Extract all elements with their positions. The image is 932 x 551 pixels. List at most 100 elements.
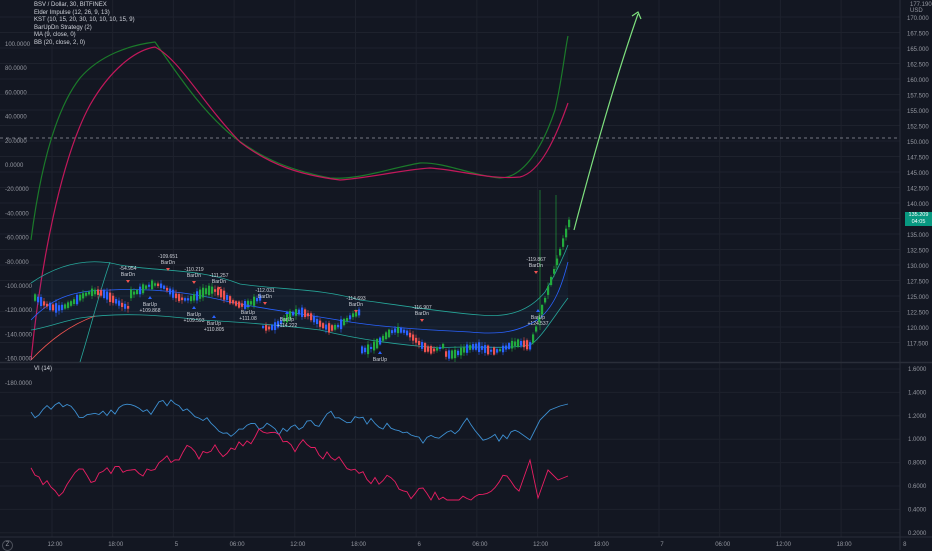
candle xyxy=(325,324,328,330)
vi-legend[interactable]: VI (14) xyxy=(34,366,53,372)
time-axis-label: 12:00 xyxy=(776,542,792,548)
candle xyxy=(343,318,346,326)
candle xyxy=(247,300,250,308)
vi-axis-label: 0.2000 xyxy=(908,531,927,537)
price-axis-label: 165.000 xyxy=(907,47,929,53)
kst-axis-label: -60.0000 xyxy=(5,236,29,242)
candle xyxy=(382,335,385,341)
kst-axis-label: -100.0000 xyxy=(5,284,33,290)
candle xyxy=(250,301,253,305)
candle xyxy=(259,295,262,301)
candle xyxy=(340,319,343,330)
annotation-label: -112.031 xyxy=(255,288,275,294)
candle xyxy=(226,294,229,300)
timezone-button[interactable]: Z xyxy=(2,540,13,551)
candle xyxy=(433,348,436,352)
candle xyxy=(514,341,517,346)
legend-indicator[interactable]: KST (10, 15, 20, 30, 10, 10, 10, 15, 9) xyxy=(34,17,135,24)
candle xyxy=(526,340,529,350)
vi-axis-label: 1.2000 xyxy=(908,414,927,420)
kst-signal-line xyxy=(30,46,569,361)
annotation-label: -54.954 xyxy=(120,266,137,272)
candle xyxy=(520,341,523,346)
symbol-title[interactable]: BSV / Dollar, 30, BITFINEX xyxy=(34,2,107,8)
candle xyxy=(196,291,199,301)
candle xyxy=(271,324,274,330)
candle xyxy=(145,285,148,289)
price-axis-label: 162.500 xyxy=(907,63,929,69)
candle xyxy=(376,339,379,349)
candle xyxy=(217,287,220,296)
candle xyxy=(529,342,532,350)
annotation-value: BarDn xyxy=(258,294,272,300)
price-axis-label: 150.000 xyxy=(907,140,929,146)
candle xyxy=(82,293,85,299)
vi-axis-label: 1.4000 xyxy=(908,390,927,396)
candle xyxy=(286,312,289,323)
candle xyxy=(355,310,358,317)
candle xyxy=(391,330,394,334)
vi-minus-line xyxy=(30,428,569,501)
legend-indicator[interactable]: Elder Impulse (12, 26, 9, 13) xyxy=(34,9,110,16)
annotation-value: BarDn xyxy=(212,279,226,285)
candle xyxy=(547,286,550,295)
candlestick-series[interactable] xyxy=(34,190,571,362)
annotation-label: BarUp xyxy=(373,357,387,363)
candle xyxy=(67,302,70,308)
candle xyxy=(430,346,433,354)
vi-axis-label: 0.4000 xyxy=(908,507,927,513)
price-axis-label: 157.500 xyxy=(907,94,929,100)
candle xyxy=(304,309,307,318)
candle xyxy=(475,343,478,350)
kst-axis-label: 60.0000 xyxy=(5,90,27,96)
legend-indicator[interactable]: BarUpDn Strategy (2) xyxy=(34,24,92,31)
candle xyxy=(424,343,427,352)
price-axis-label: 152.500 xyxy=(907,125,929,131)
candle xyxy=(472,344,475,350)
candle xyxy=(508,343,511,350)
bb-expansion xyxy=(79,261,111,363)
time-axis-label: 12:00 xyxy=(47,542,63,548)
annotation-label: -119.867 xyxy=(526,257,546,263)
candle xyxy=(58,305,61,311)
candle xyxy=(214,289,217,292)
kst-axis-label: 80.0000 xyxy=(5,66,27,72)
candle xyxy=(352,313,355,318)
bar-up-marker xyxy=(285,311,289,314)
legend-indicator[interactable]: BB (20, close, 2, 0) xyxy=(34,39,86,46)
legend-indicator[interactable]: MA (9, close, 0) xyxy=(34,32,76,39)
candle xyxy=(478,342,481,353)
annotation-value: +124.537 xyxy=(528,321,549,327)
candle xyxy=(295,309,298,316)
candle xyxy=(532,334,535,343)
annotation-label: -110.219 xyxy=(184,267,204,273)
time-axis-label: 7 xyxy=(660,542,664,548)
price-axis-label: 120.000 xyxy=(907,326,929,332)
candle xyxy=(298,309,301,315)
candle xyxy=(427,346,430,352)
candle xyxy=(37,296,40,303)
price-axis-label: 167.500 xyxy=(907,32,929,38)
candle xyxy=(283,317,286,322)
bb-fill xyxy=(31,245,568,348)
candle xyxy=(394,328,397,333)
annotation-label: BarUp xyxy=(531,315,545,321)
bar-countdown: 04:05 xyxy=(911,219,926,225)
candle xyxy=(448,350,451,359)
bar-down-marker xyxy=(166,268,170,271)
candle xyxy=(85,292,88,296)
candle xyxy=(379,337,382,345)
time-axis-label: 8 xyxy=(903,542,907,548)
candle xyxy=(358,309,361,316)
kst-axis-label: -80.0000 xyxy=(5,260,29,266)
price-axis-label: 145.000 xyxy=(907,171,929,177)
time-axis-label: 5 xyxy=(175,542,179,548)
candle xyxy=(61,304,64,311)
price-axis-label: 125.000 xyxy=(907,295,929,301)
bar-up-marker xyxy=(536,309,540,312)
candle xyxy=(265,325,268,331)
annotation-label: -114.693 xyxy=(346,296,366,302)
candle xyxy=(244,300,247,309)
annotation-value: +109.593 xyxy=(184,318,205,324)
